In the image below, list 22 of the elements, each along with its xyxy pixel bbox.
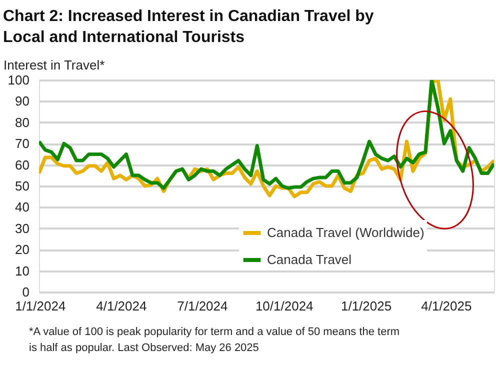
- y-tick-label: 90: [15, 94, 30, 109]
- x-tick-label: 1/1/2024: [15, 298, 66, 314]
- y-axis-title: Interest in Travel*: [4, 58, 105, 72]
- y-tick-label: 80: [15, 114, 30, 130]
- x-tick-label: 1/1/2025: [340, 298, 392, 314]
- y-tick-label: 20: [15, 242, 30, 258]
- x-tick-label: 10/1/2024: [255, 298, 314, 314]
- chart-title: Chart 2: Increased Interest in Canadian Travel by Local and International Tourists: [3, 8, 374, 46]
- y-tick-label: 10: [15, 263, 30, 278]
- x-tick-label: 7/1/2024: [177, 298, 228, 314]
- legend-label: Canada Travel: [267, 252, 352, 267]
- x-tick-label: 4/1/2024: [96, 298, 147, 314]
- y-tick-label: 70: [15, 136, 30, 152]
- y-tick-label: 0: [22, 284, 30, 300]
- y-tick-label: 40: [15, 200, 30, 215]
- text: *A value of 100 is peak popularity for term and a value of 50 means the term is half as popular. Last Observed: May 26 2025: [29, 326, 400, 354]
- legend-label: Canada Travel (Worldwide): [267, 225, 424, 240]
- y-tick-label: 50: [15, 178, 30, 194]
- y-tick-label: 100: [8, 72, 30, 88]
- y-tick-label: 30: [15, 220, 30, 236]
- x-tick-label: 4/1/2025: [421, 298, 472, 314]
- y-tick-label: 60: [15, 157, 30, 172]
